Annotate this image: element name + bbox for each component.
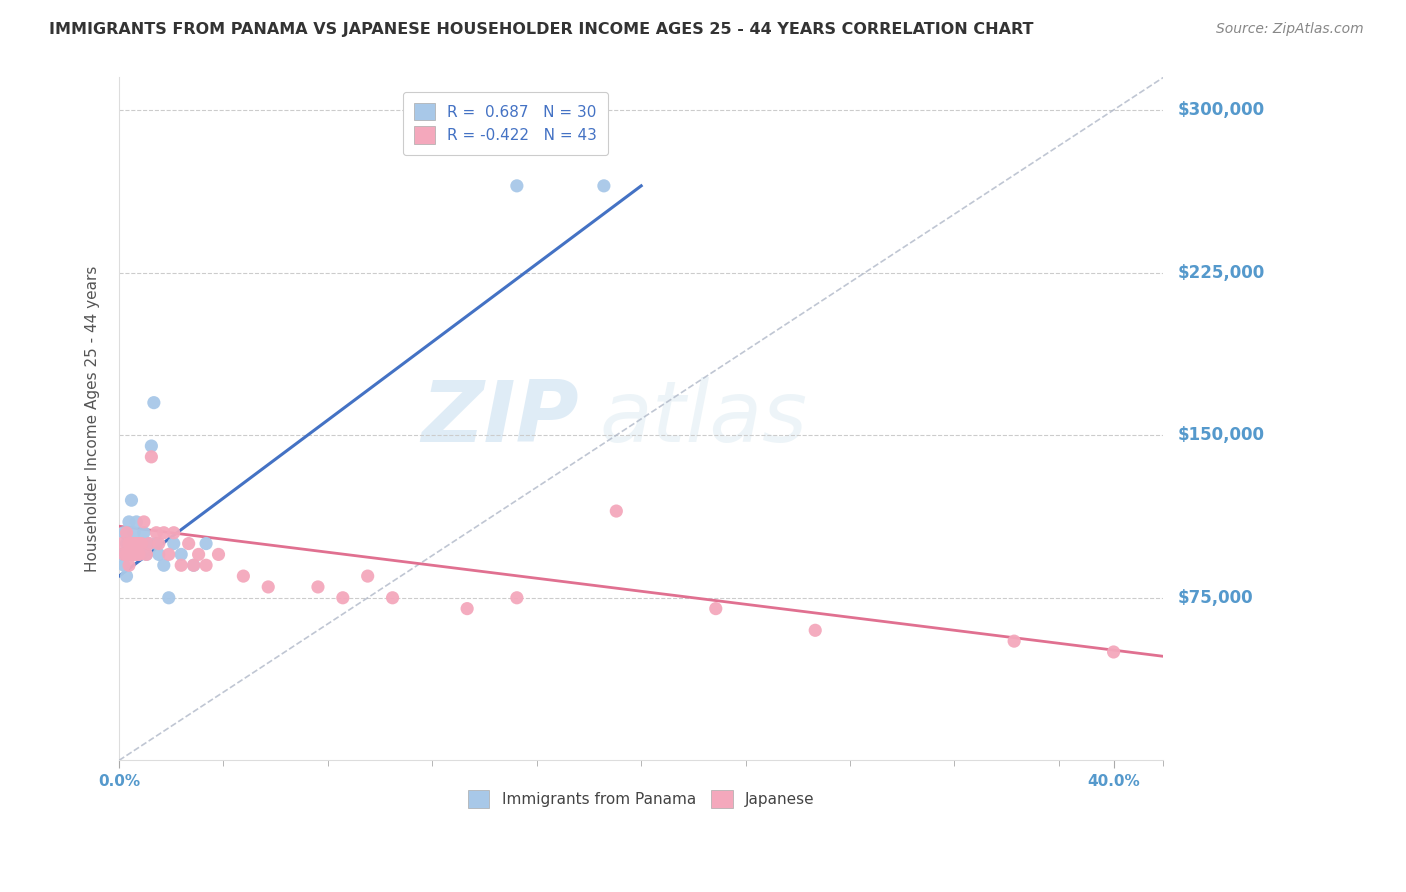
Point xyxy=(153,558,176,573)
Text: $75,000: $75,000 xyxy=(1177,589,1253,607)
Point xyxy=(131,536,153,550)
Point xyxy=(145,536,167,550)
Point xyxy=(153,525,176,540)
Point xyxy=(125,536,148,550)
Point xyxy=(118,536,141,550)
Point xyxy=(170,548,193,562)
Point xyxy=(307,580,329,594)
Point xyxy=(183,558,205,573)
Point xyxy=(177,536,200,550)
Point xyxy=(170,558,193,573)
Point xyxy=(157,591,180,605)
Point xyxy=(115,548,138,562)
Point xyxy=(112,558,135,573)
Point xyxy=(332,591,354,605)
Point xyxy=(122,548,145,562)
Point xyxy=(110,548,132,562)
Point xyxy=(804,624,827,638)
Point xyxy=(128,548,150,562)
Point xyxy=(132,515,155,529)
Point xyxy=(132,525,155,540)
Point xyxy=(1102,645,1125,659)
Point xyxy=(128,536,150,550)
Point xyxy=(118,548,141,562)
Point xyxy=(131,536,153,550)
Point xyxy=(257,580,280,594)
Point xyxy=(122,536,145,550)
Point xyxy=(141,450,163,464)
Point xyxy=(110,536,132,550)
Point xyxy=(163,536,186,550)
Point xyxy=(1002,634,1025,648)
Point xyxy=(183,558,205,573)
Text: $300,000: $300,000 xyxy=(1177,101,1264,119)
Text: IMMIGRANTS FROM PANAMA VS JAPANESE HOUSEHOLDER INCOME AGES 25 - 44 YEARS CORRELA: IMMIGRANTS FROM PANAMA VS JAPANESE HOUSE… xyxy=(49,22,1033,37)
Point xyxy=(121,536,143,550)
Point xyxy=(115,525,138,540)
Point xyxy=(125,536,148,550)
Point xyxy=(593,178,616,193)
Point xyxy=(122,525,145,540)
Point xyxy=(118,558,141,573)
Point xyxy=(115,569,138,583)
Point xyxy=(232,569,254,583)
Point xyxy=(125,515,148,529)
Point xyxy=(195,536,218,550)
Point xyxy=(118,515,141,529)
Point xyxy=(122,548,145,562)
Point xyxy=(148,536,170,550)
Legend: Immigrants from Panama, Japanese: Immigrants from Panama, Japanese xyxy=(463,784,821,814)
Text: $150,000: $150,000 xyxy=(1177,426,1264,444)
Point xyxy=(195,558,218,573)
Point xyxy=(125,548,148,562)
Point xyxy=(157,548,180,562)
Point xyxy=(187,548,209,562)
Point xyxy=(141,439,163,453)
Point xyxy=(121,536,143,550)
Point xyxy=(135,548,157,562)
Point xyxy=(605,504,627,518)
Point xyxy=(121,548,143,562)
Text: $225,000: $225,000 xyxy=(1177,263,1264,282)
Point xyxy=(357,569,380,583)
Text: ZIP: ZIP xyxy=(420,377,578,460)
Point xyxy=(115,536,138,550)
Point xyxy=(506,178,529,193)
Point xyxy=(456,601,478,615)
Point xyxy=(138,536,160,550)
Point xyxy=(506,591,529,605)
Point xyxy=(704,601,727,615)
Point xyxy=(148,548,170,562)
Text: atlas: atlas xyxy=(599,377,807,460)
Point xyxy=(112,548,135,562)
Point xyxy=(142,395,165,409)
Point xyxy=(135,548,157,562)
Point xyxy=(112,525,135,540)
Point xyxy=(381,591,404,605)
Point xyxy=(128,548,150,562)
Point xyxy=(121,493,143,508)
Point xyxy=(163,525,186,540)
Point xyxy=(138,536,160,550)
Y-axis label: Householder Income Ages 25 - 44 years: Householder Income Ages 25 - 44 years xyxy=(86,266,100,572)
Point xyxy=(145,525,167,540)
Point xyxy=(207,548,229,562)
Text: Source: ZipAtlas.com: Source: ZipAtlas.com xyxy=(1216,22,1364,37)
